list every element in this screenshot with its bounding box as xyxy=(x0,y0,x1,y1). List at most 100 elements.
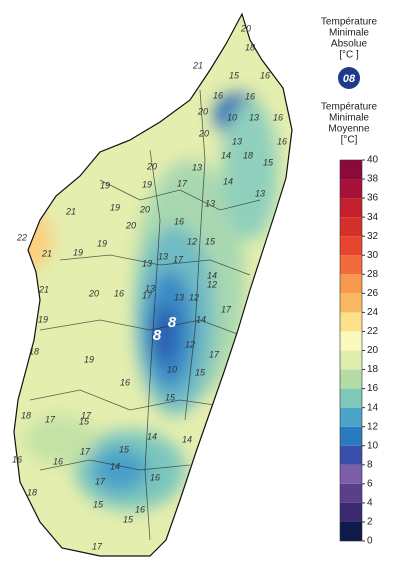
region-value: 21 xyxy=(41,248,52,258)
region-value: 19 xyxy=(84,354,94,364)
region-value: 16 xyxy=(12,454,22,464)
colorbar-segment xyxy=(340,217,362,237)
tick-label: 14 xyxy=(367,402,379,413)
region-value: 19 xyxy=(38,314,48,324)
legend-title: [°C ] xyxy=(339,50,359,61)
region-value: 17 xyxy=(173,254,184,264)
region-value: 16 xyxy=(53,456,63,466)
region-value: 15 xyxy=(79,416,90,426)
region-value: 20 xyxy=(88,288,99,298)
region-value: 21 xyxy=(65,206,76,216)
region-value: 16 xyxy=(120,377,130,387)
region-value: 18 xyxy=(245,42,255,52)
region-value: 16 xyxy=(174,216,184,226)
region-value: 13 xyxy=(145,283,155,293)
region-value: 16 xyxy=(277,136,287,146)
legend-title: Minimale xyxy=(329,113,369,124)
region-value: 13 xyxy=(255,188,265,198)
region-value: 15 xyxy=(123,514,134,524)
legend-title: Minimale xyxy=(329,28,369,39)
colorbar-segment xyxy=(340,407,362,427)
colorbar-segment xyxy=(340,331,362,351)
region-value: 16 xyxy=(150,472,160,482)
tick-label: 0 xyxy=(367,536,373,547)
region-value: 17 xyxy=(209,349,220,359)
region-value: 10 xyxy=(227,112,237,122)
tick-label: 16 xyxy=(367,383,379,394)
legend-title: Température xyxy=(321,102,378,113)
region-value: 18 xyxy=(21,410,31,420)
colorbar-segment xyxy=(340,521,362,541)
region-value: 14 xyxy=(221,150,231,160)
region-value: 16 xyxy=(135,504,145,514)
region-value: 14 xyxy=(207,270,217,280)
region-value: 15 xyxy=(195,367,206,377)
region-value: 13 xyxy=(205,198,215,208)
region-value: 19 xyxy=(110,202,120,212)
region-value: 15 xyxy=(229,70,240,80)
colorbar-segment xyxy=(340,502,362,522)
region-value: 12 xyxy=(207,279,217,289)
colorbar-segment xyxy=(340,312,362,332)
region-value: 16 xyxy=(260,70,270,80)
region-value: 18 xyxy=(243,150,253,160)
region-value: 15 xyxy=(119,444,130,454)
colorbar-segment xyxy=(340,179,362,199)
colorbar-segment xyxy=(340,350,362,370)
colorbar-segment xyxy=(340,426,362,446)
region-value: 16 xyxy=(273,112,283,122)
tick-label: 38 xyxy=(367,174,379,185)
tick-label: 4 xyxy=(367,498,373,509)
colorbar-segment xyxy=(340,388,362,408)
region-value: 18 xyxy=(29,346,39,356)
region-value: 20 xyxy=(198,128,209,138)
region-value: 15 xyxy=(165,392,176,402)
region-value: 15 xyxy=(263,157,274,167)
colorbar-segment xyxy=(340,255,362,275)
region-value: 19 xyxy=(142,179,152,189)
region-value: 12 xyxy=(187,236,197,246)
region-value: 13 xyxy=(249,112,259,122)
region-value: 19 xyxy=(97,238,107,248)
legend-title: Absolue xyxy=(331,39,368,50)
tick-label: 18 xyxy=(367,364,379,375)
region-value: 22 xyxy=(16,232,27,242)
region-value: 12 xyxy=(189,292,199,302)
region-value: 20 xyxy=(197,106,208,116)
region-value: 17 xyxy=(177,178,188,188)
region-value: 14 xyxy=(196,314,206,324)
tick-label: 32 xyxy=(367,231,379,242)
region-value: 14 xyxy=(110,461,120,471)
region-value: 17 xyxy=(81,410,92,420)
region-value: 17 xyxy=(95,476,106,486)
region-value: 17 xyxy=(80,446,91,456)
legend-title: [°C] xyxy=(341,135,358,146)
colorbar-segment xyxy=(340,293,362,313)
colorbar-segment xyxy=(340,483,362,503)
colorbar-segment xyxy=(340,160,362,180)
region-value: 21 xyxy=(192,60,203,70)
region-value: 21 xyxy=(38,284,49,294)
tick-label: 26 xyxy=(367,288,379,299)
region-value: 20 xyxy=(125,220,136,230)
region-value: 13 xyxy=(158,251,168,261)
tick-label: 40 xyxy=(367,155,379,166)
badge-value: 08 xyxy=(343,73,356,85)
region-value: 16 xyxy=(245,91,255,101)
tick-label: 34 xyxy=(367,212,379,223)
region-value: 17 xyxy=(142,290,153,300)
region-value: 19 xyxy=(73,247,83,257)
tick-label: 12 xyxy=(367,421,379,432)
colorbar-segment xyxy=(340,369,362,389)
legend-title: Moyenne xyxy=(328,124,370,135)
region-value: 13 xyxy=(142,258,152,268)
region-value: 12 xyxy=(185,339,195,349)
region-value: 17 xyxy=(45,414,56,424)
region-value: 16 xyxy=(114,288,124,298)
tick-label: 2 xyxy=(367,517,373,528)
legend-title: Température xyxy=(321,17,378,28)
region-value: 16 xyxy=(213,90,223,100)
